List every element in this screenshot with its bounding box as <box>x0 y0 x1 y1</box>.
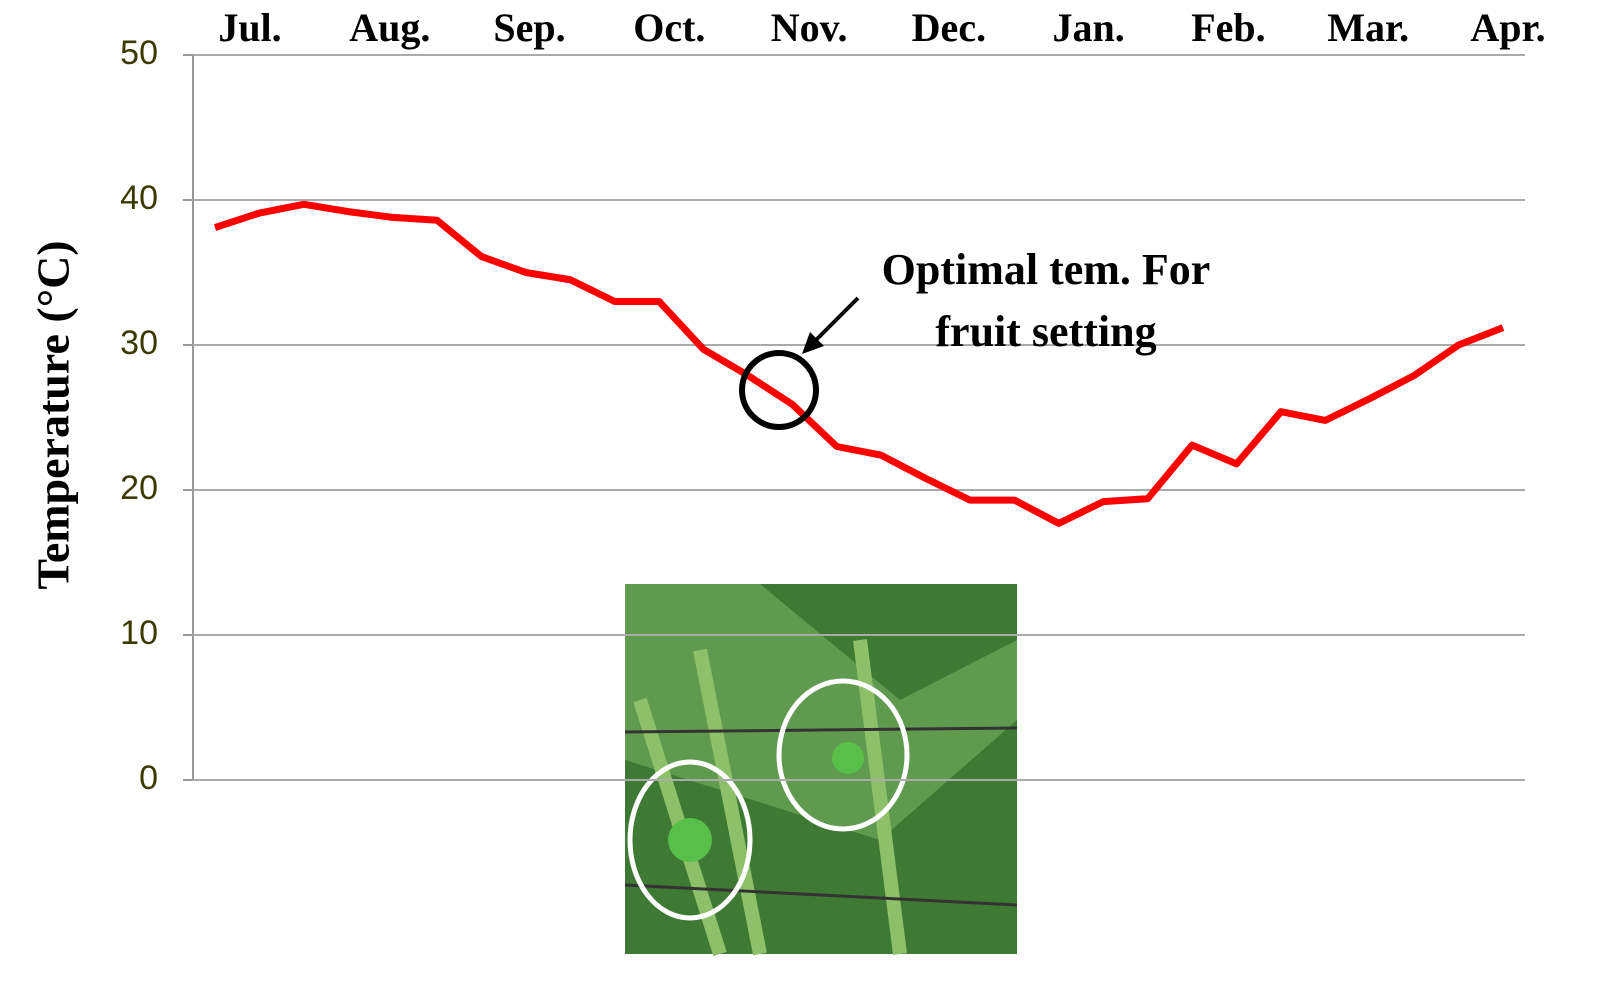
annotation-text: Optimal tem. For <box>882 245 1211 294</box>
y-tick-label: 10 <box>120 614 158 652</box>
y-tick-label: 0 <box>139 759 158 797</box>
y-tick-label: 30 <box>120 324 158 362</box>
annotation-text: fruit setting <box>935 307 1156 356</box>
y-axis-label: Temperature (°C) <box>28 240 79 589</box>
month-label: Mar. <box>1327 5 1409 50</box>
photo-fruit <box>668 818 712 862</box>
y-tick-label: 40 <box>120 179 158 217</box>
chart: Temperature (°C) 0 10 20 30 40 50 Jul. Aug. Sep.… <box>0 0 1623 987</box>
month-label: Feb. <box>1191 5 1265 50</box>
month-label: Sep. <box>493 5 565 50</box>
data-line <box>215 204 1503 523</box>
month-label: Apr. <box>1470 5 1545 50</box>
photo-fruit <box>832 742 864 774</box>
month-label: Jul. <box>218 5 281 50</box>
y-tick-label: 50 <box>120 34 158 72</box>
photo <box>625 584 1017 954</box>
month-label: Aug. <box>349 5 430 50</box>
month-label: Oct. <box>633 5 705 50</box>
month-label: Dec. <box>912 5 986 50</box>
highlight-circle <box>742 353 816 427</box>
month-label: Nov. <box>771 5 848 50</box>
y-tick-label: 20 <box>120 469 158 507</box>
month-label: Jan. <box>1053 5 1125 50</box>
